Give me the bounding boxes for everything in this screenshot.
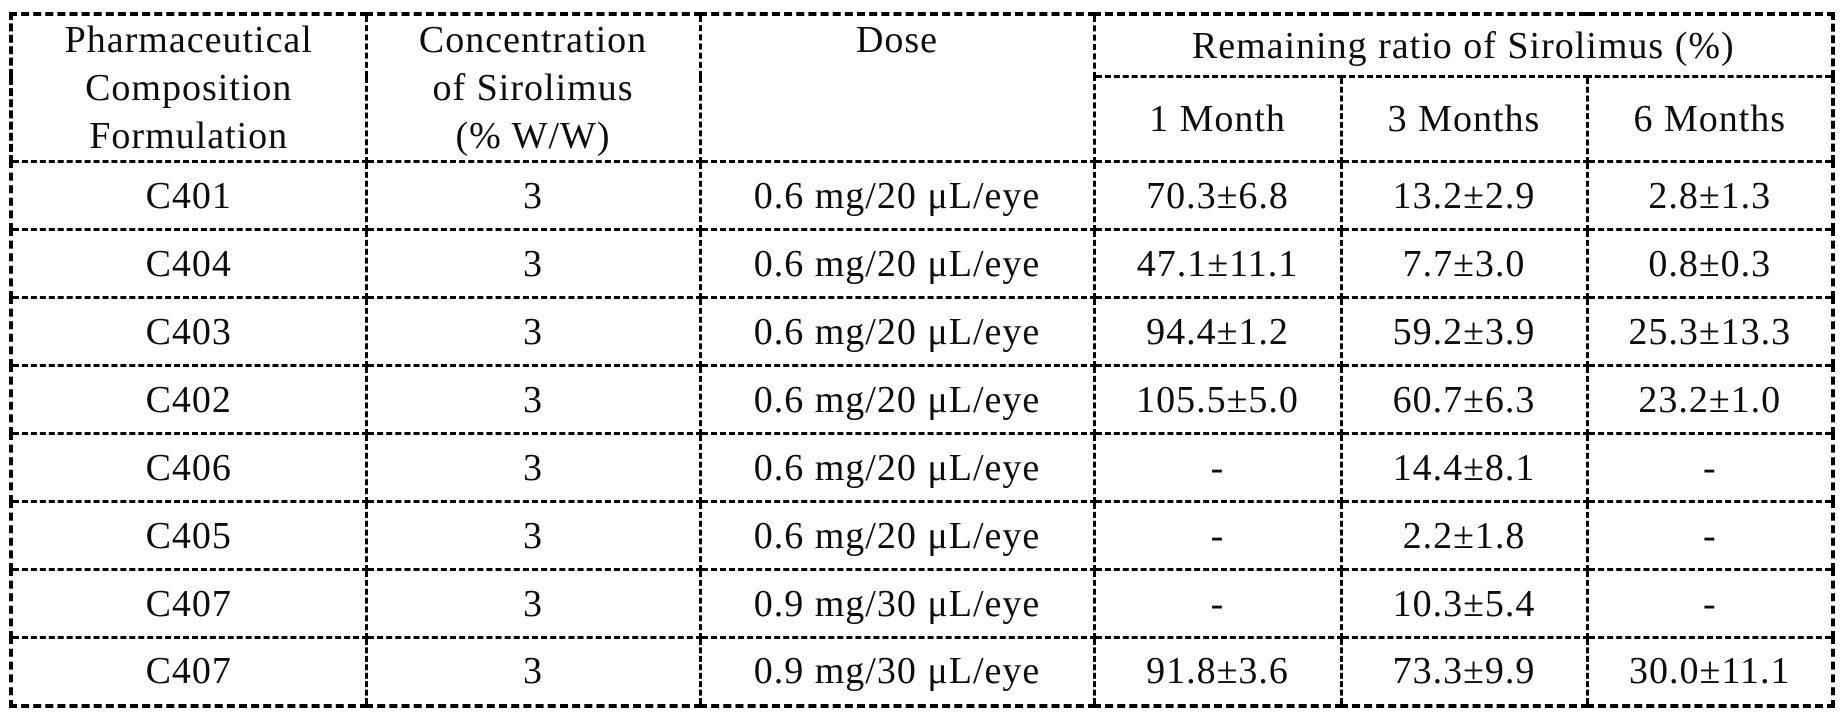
header-6-months: 6 Months <box>1585 75 1835 163</box>
cell-formulation: C407 <box>9 636 368 707</box>
cell-dose: 0.6 mg/20 μL/eye <box>698 364 1096 435</box>
cell-dose: 0.6 mg/20 μL/eye <box>698 500 1096 571</box>
cell-concentration: 3 <box>364 364 702 435</box>
cell-month3: 7.7±3.0 <box>1339 228 1589 299</box>
cell-concentration: 3 <box>364 568 702 639</box>
header-formulation-line2: Composition <box>85 67 293 109</box>
cell-formulation: C403 <box>9 296 368 367</box>
cell-dose: 0.9 mg/30 μL/eye <box>698 636 1096 707</box>
cell-formulation: C402 <box>9 364 368 435</box>
cell-month3: 2.2±1.8 <box>1339 500 1589 571</box>
table-row: C405 3 0.6 mg/20 μL/eye - 2.2±1.8 - <box>9 500 1835 571</box>
header-concentration: Concentration of Sirolimus (% W/W) <box>364 12 702 163</box>
cell-month6: 25.3±13.3 <box>1585 296 1835 367</box>
cell-formulation: C401 <box>9 160 368 231</box>
cell-month1: 91.8±3.6 <box>1092 636 1343 707</box>
cell-concentration: 3 <box>364 500 702 571</box>
cell-dose: 0.9 mg/30 μL/eye <box>698 568 1096 639</box>
cell-month1: 105.5±5.0 <box>1092 364 1343 435</box>
cell-month1: 70.3±6.8 <box>1092 160 1343 231</box>
cell-formulation: C405 <box>9 500 368 571</box>
header-row-months: 1 Month 3 Months 6 Months <box>11 75 1835 163</box>
header-formulation-line1: Pharmaceutical <box>64 19 313 61</box>
cell-formulation: C407 <box>9 568 368 639</box>
header-formulation: Pharmaceutical Composition Formulation <box>9 12 368 163</box>
header-1-month: 1 Month <box>1092 75 1343 163</box>
header-3-months: 3 Months <box>1339 75 1589 163</box>
cell-dose: 0.6 mg/20 μL/eye <box>698 228 1096 299</box>
header-concentration-line3: (% W/W) <box>455 115 611 157</box>
cell-month6: 30.0±11.1 <box>1585 636 1835 707</box>
cell-month1: 94.4±1.2 <box>1092 296 1343 367</box>
cell-month6: - <box>1585 432 1835 503</box>
header-dose: Dose <box>698 12 1096 163</box>
cell-formulation: C404 <box>9 228 368 299</box>
cell-month6: - <box>1585 500 1835 571</box>
cell-month3: 13.2±2.9 <box>1339 160 1589 231</box>
cell-concentration: 3 <box>364 228 702 299</box>
cell-month3: 73.3±9.9 <box>1339 636 1589 707</box>
header-remaining-ratio-group: Remaining ratio of Sirolimus (%) <box>1092 12 1835 79</box>
cell-formulation: C406 <box>9 432 368 503</box>
cell-month3: 10.3±5.4 <box>1339 568 1589 639</box>
table-row: C406 3 0.6 mg/20 μL/eye - 14.4±8.1 - <box>9 432 1835 503</box>
cell-concentration: 3 <box>364 296 702 367</box>
cell-month1: 47.1±11.1 <box>1092 228 1343 299</box>
cell-month6: 0.8±0.3 <box>1585 228 1835 299</box>
cell-concentration: 3 <box>364 432 702 503</box>
cell-dose: 0.6 mg/20 μL/eye <box>698 160 1096 231</box>
table-row: C402 3 0.6 mg/20 μL/eye 105.5±5.0 60.7±6… <box>9 364 1835 435</box>
table-row: C404 3 0.6 mg/20 μL/eye 47.1±11.1 7.7±3.… <box>9 228 1835 299</box>
header-formulation-line3: Formulation <box>89 115 289 157</box>
sirolimus-stability-table: Pharmaceutical Composition Formulation C… <box>9 12 1836 708</box>
cell-month1: - <box>1092 500 1343 571</box>
cell-month6: - <box>1585 568 1835 639</box>
cell-concentration: 3 <box>364 160 702 231</box>
cell-dose: 0.6 mg/20 μL/eye <box>698 432 1096 503</box>
header-concentration-line1: Concentration <box>418 19 648 61</box>
table-row: C403 3 0.6 mg/20 μL/eye 94.4±1.2 59.2±3.… <box>9 296 1835 367</box>
cell-month6: 2.8±1.3 <box>1585 160 1835 231</box>
cell-concentration: 3 <box>364 636 702 707</box>
cell-dose: 0.6 mg/20 μL/eye <box>698 296 1096 367</box>
header-row-top: Pharmaceutical Composition Formulation C… <box>9 12 1835 163</box>
table-row: C407 3 0.9 mg/30 μL/eye 91.8±3.6 73.3±9.… <box>9 636 1835 707</box>
cell-month3: 14.4±8.1 <box>1339 432 1589 503</box>
cell-month1: - <box>1092 568 1343 639</box>
cell-month3: 60.7±6.3 <box>1339 364 1589 435</box>
table-row: C401 3 0.6 mg/20 μL/eye 70.3±6.8 13.2±2.… <box>9 160 1835 231</box>
header-concentration-line2: of Sirolimus <box>432 67 634 109</box>
cell-month3: 59.2±3.9 <box>1339 296 1589 367</box>
cell-month1: - <box>1092 432 1343 503</box>
cell-month6: 23.2±1.0 <box>1585 364 1835 435</box>
table-row: C407 3 0.9 mg/30 μL/eye - 10.3±5.4 - <box>9 568 1835 639</box>
